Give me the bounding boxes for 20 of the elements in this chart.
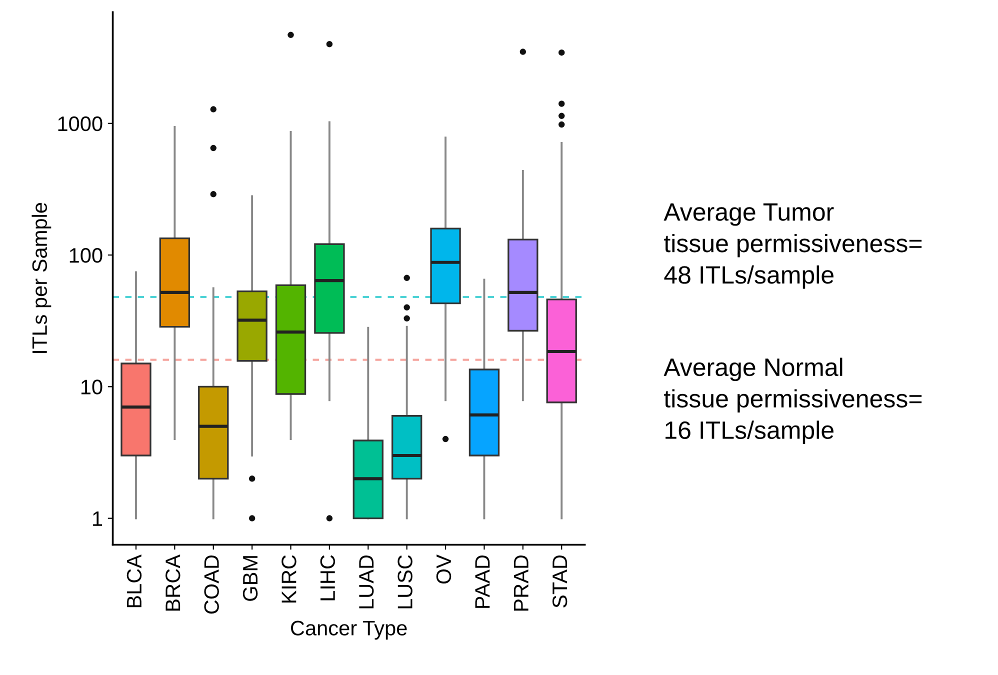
y-tick-label: 1000 <box>58 116 102 132</box>
y-axis-title: ITLs per Sample <box>32 202 52 353</box>
x-tick-label: STAD <box>552 555 568 608</box>
x-tick-label: PRAD <box>514 555 528 611</box>
x-tick-label: LIHC <box>320 555 336 600</box>
y-tick-label: 1 <box>93 512 102 526</box>
x-tick-label: PAAD <box>475 555 490 608</box>
text: Average Normal tissue permissiveness= 16 ITLs/sample <box>664 358 922 444</box>
x-tick-label: BLCA <box>126 554 142 608</box>
y-tick-label: 10 <box>81 380 102 394</box>
x-tick-label: LUAD <box>359 555 374 608</box>
text: Average Tumor tissue permissiveness= 48 ITLs/sample <box>664 203 922 289</box>
x-tick-label: BRCA <box>166 554 180 611</box>
y-tick-label: 100 <box>70 248 102 263</box>
x-tick-label: COAD <box>204 555 219 614</box>
x-axis-title: Cancer Type <box>290 620 407 640</box>
x-tick-label: KIRC <box>282 555 296 603</box>
x-tick-label: LUSC <box>398 555 412 608</box>
x-tick-label: GBM <box>242 556 258 601</box>
x-tick-label: OV <box>436 554 452 584</box>
